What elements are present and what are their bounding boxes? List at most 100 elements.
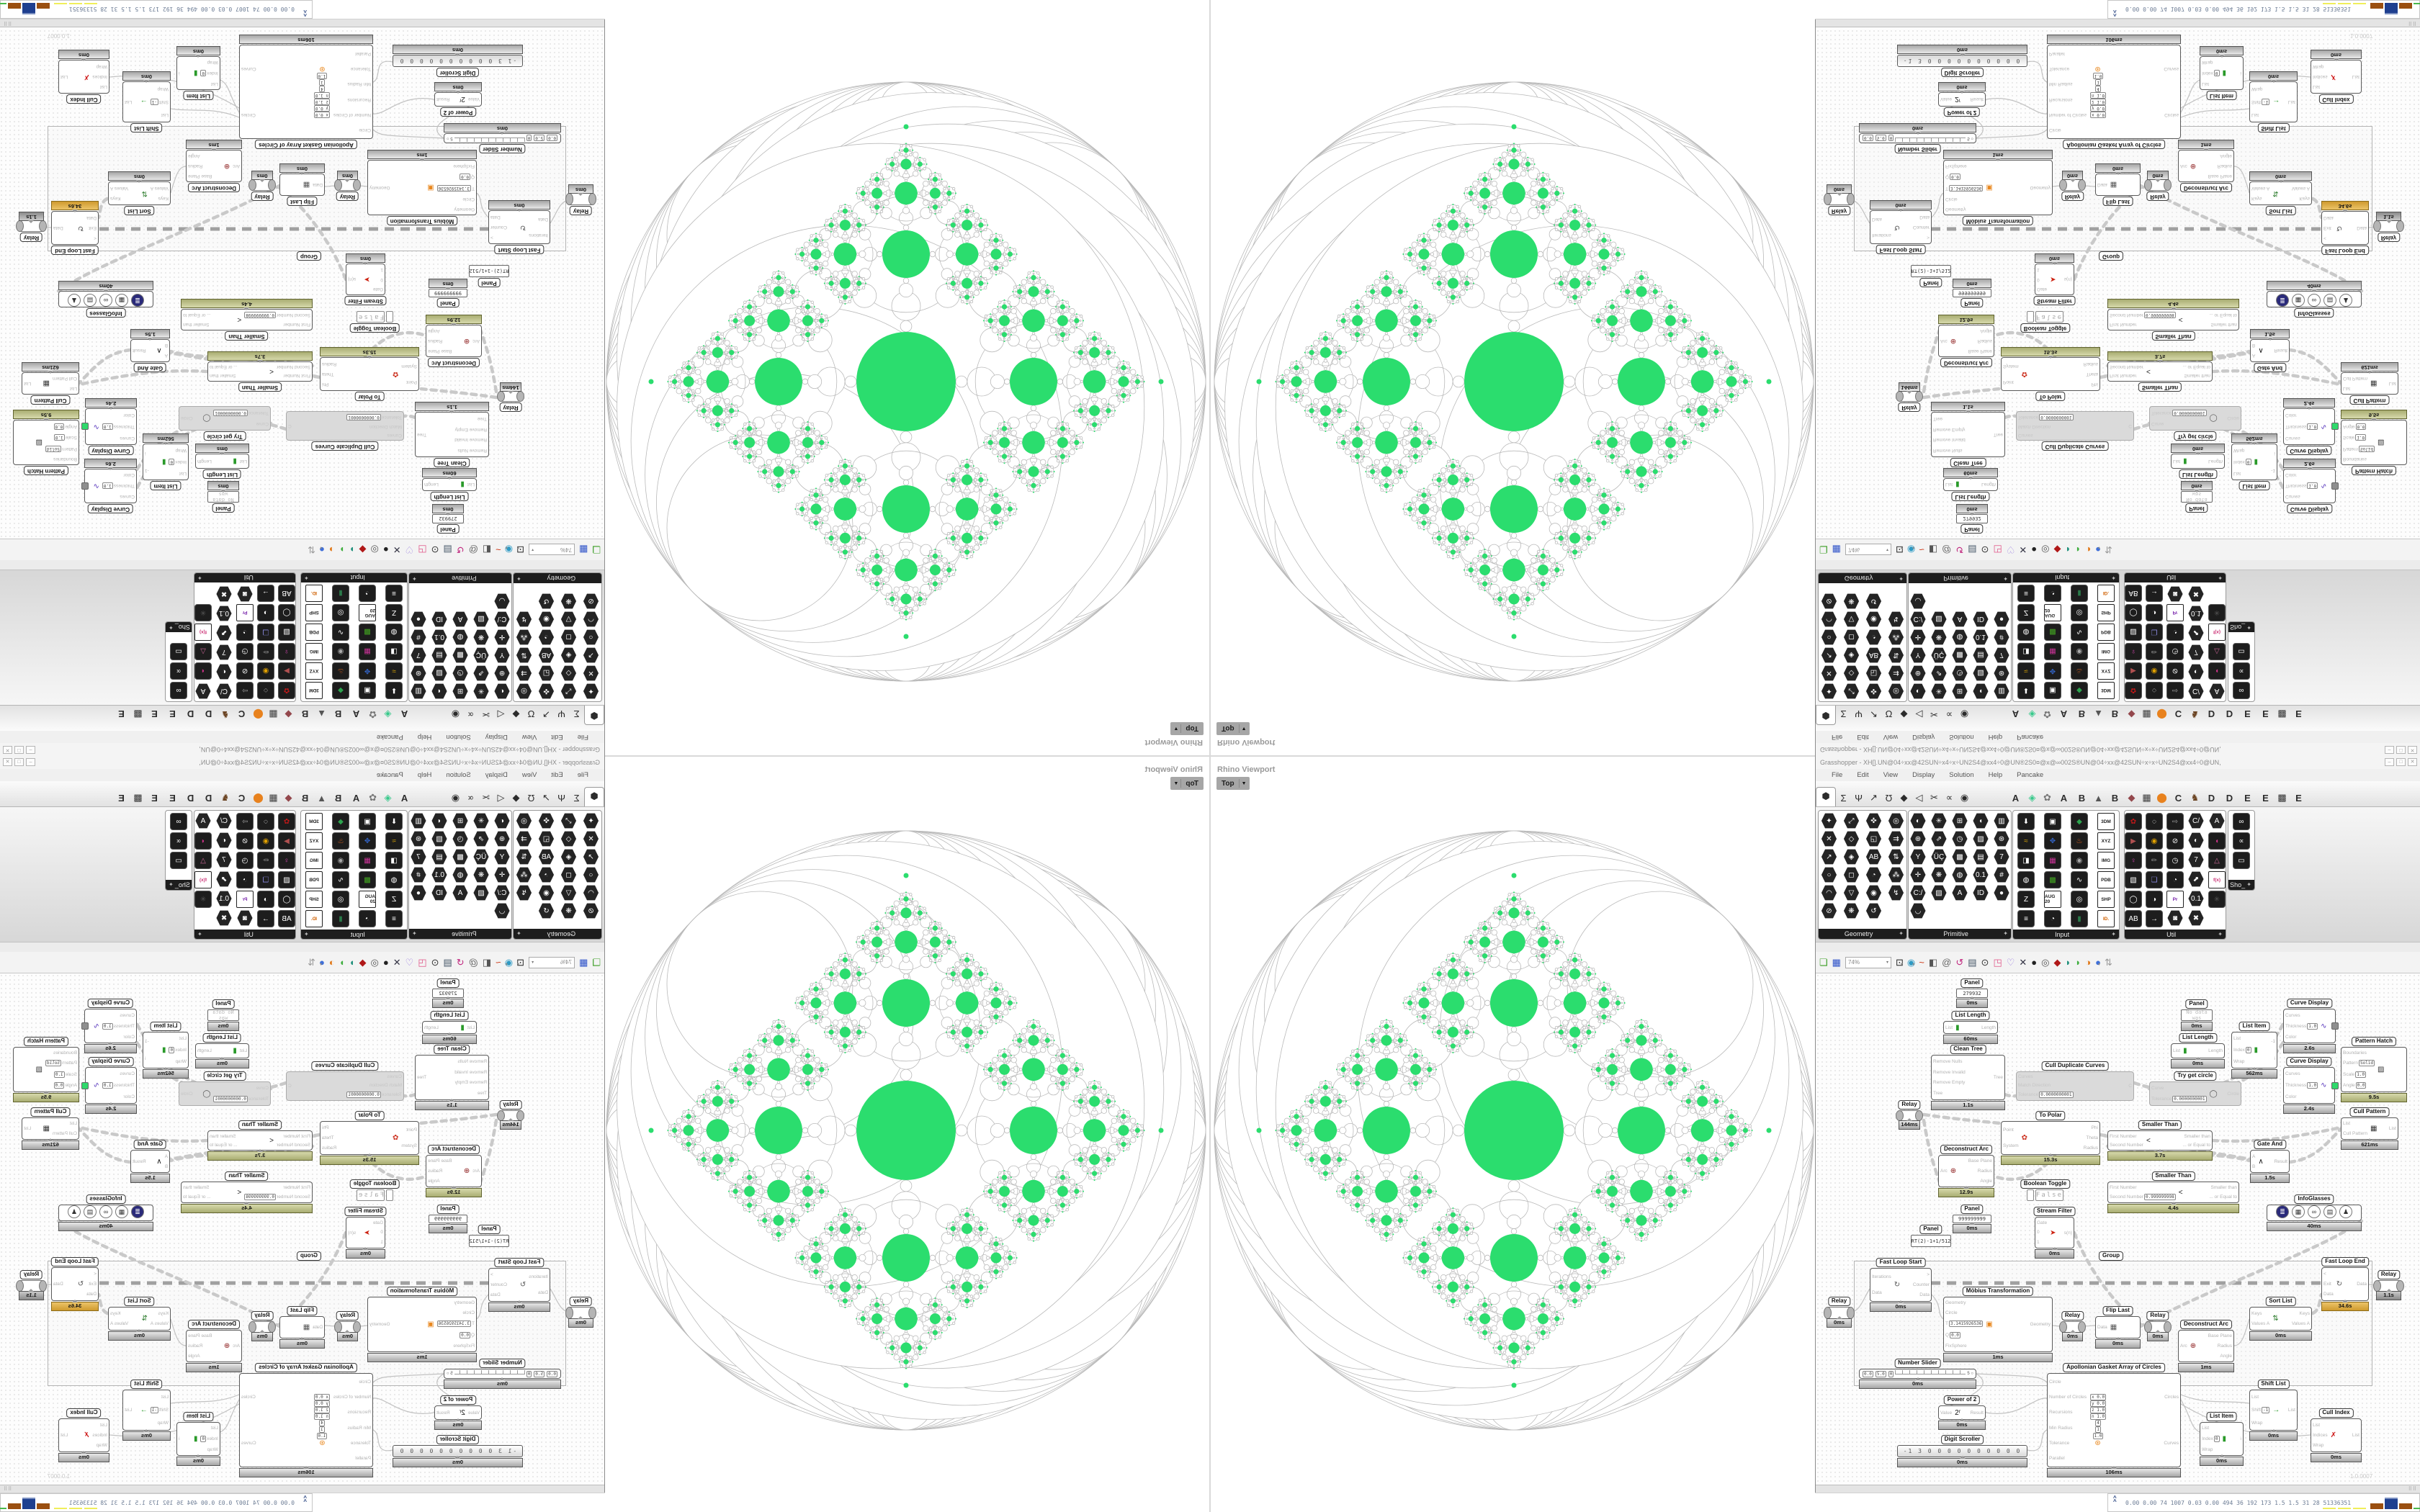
- minimize-button[interactable]: –: [2385, 758, 2394, 766]
- node-fast-loop-end[interactable]: Fast Loop End < Exit Data ↻ Data 34.6s: [2321, 1257, 2369, 1311]
- zoom-select[interactable]: 74% ▾: [1845, 956, 1891, 968]
- toggle-box[interactable]: [2027, 1189, 2034, 1201]
- node-curve-display[interactable]: Curve Display Curves Thickness 1.0 Color ∿ 2.4…: [2283, 1057, 2339, 1114]
- save-icon[interactable]: ▦: [1832, 957, 1841, 968]
- component-icon[interactable]: ⇨: [2166, 813, 2184, 830]
- node-canvas[interactable]: 1.0.0007 Group Panel 279932 0ms List Length L…: [1816, 973, 2420, 1485]
- palette-group-label[interactable]: Input ✦: [2013, 930, 2119, 939]
- node-fast-loop-start[interactable]: Fast Loop Start Iterations Data ↻ > Counter Da…: [1870, 1258, 1932, 1312]
- tab-display[interactable]: ◉: [1960, 792, 1969, 803]
- component-icon[interactable]: ÜÇ: [1931, 849, 1947, 865]
- component-icon[interactable]: ⇉: [1888, 831, 1904, 847]
- plugin-tab[interactable]: B: [2078, 793, 2086, 804]
- maximize-button[interactable]: □: [2396, 758, 2406, 766]
- plugin-tab[interactable]: B: [2111, 793, 2119, 804]
- component-icon[interactable]: ID.: [2097, 910, 2115, 927]
- zoom-extents-icon[interactable]: ⊡▾: [1895, 957, 1904, 968]
- component-icon[interactable]: ◎: [2071, 891, 2088, 908]
- node-boolean-toggle[interactable]: Boolean Toggle False: [2020, 1179, 2071, 1201]
- menu-item-display[interactable]: Display: [1912, 771, 1935, 779]
- node-deconstruct-arc[interactable]: Deconstruct Arc Arc ⊕ Base Plane Radius Angle…: [2178, 1320, 2234, 1372]
- component-icon[interactable]: AB: [2125, 910, 2142, 927]
- component-icon[interactable]: ↯: [1888, 885, 1904, 901]
- node-flip-last[interactable]: Flip Last Data ▦ 0ms: [2095, 1306, 2141, 1349]
- tab-maths[interactable]: Σ: [1840, 793, 1847, 804]
- component-icon[interactable]: ↺: [1865, 903, 1882, 919]
- component-icon[interactable]: IMG: [2097, 852, 2115, 869]
- component-icon[interactable]: ◇: [1843, 831, 1860, 847]
- gha-assembly-icon[interactable]: ↺: [1955, 957, 1964, 968]
- boolean-toggle[interactable]: False: [2027, 1189, 2063, 1201]
- component-icon[interactable]: Z: [2017, 891, 2035, 908]
- component-icon[interactable]: 3DM: [2097, 813, 2115, 830]
- wire-display-icon[interactable]: ~: [1919, 957, 1924, 968]
- component-icon[interactable]: ▦: [2044, 852, 2061, 869]
- component-icon[interactable]: ✛: [1910, 867, 1926, 883]
- menu-item-help[interactable]: Help: [1988, 771, 2003, 779]
- plugin-tab[interactable]: D: [2226, 793, 2233, 804]
- component-icon[interactable]: ◻: [1843, 867, 1860, 883]
- component-icon[interactable]: ◈: [1843, 849, 1860, 865]
- component-icon[interactable]: ≈: [2017, 832, 2035, 850]
- node-shift-list[interactable]: Shift List List Shift -1 Wrap → List 0ms: [2249, 1380, 2298, 1441]
- component-icon[interactable]: C/: [2188, 813, 2204, 829]
- title-bar[interactable]: Grasshopper - XH[].UN@04÷xx@42SUN÷x4÷x÷U…: [1816, 756, 2420, 770]
- component-icon[interactable]: ◡: [1910, 903, 1926, 919]
- plugin-tab[interactable]: D: [2208, 793, 2215, 804]
- component-icon[interactable]: ▩: [1952, 849, 1968, 865]
- component-icon[interactable]: ⁂: [1888, 867, 1904, 883]
- component-icon[interactable]: →: [2146, 910, 2163, 927]
- viewport-camera-dropdown[interactable]: Top ▼: [1216, 777, 1250, 790]
- component-icon[interactable]: ▶: [2125, 832, 2142, 850]
- document-icon[interactable]: ▤: [1968, 957, 1977, 968]
- node-pattern-hatch[interactable]: Pattern Hatch Boundaries Pattern Solid Scale…: [2341, 1037, 2407, 1102]
- component-icon[interactable]: ❋: [1931, 867, 1947, 883]
- open-file-icon[interactable]: ❏: [1819, 957, 1828, 968]
- preview-icon[interactable]: ◉▾: [1906, 957, 1916, 968]
- node-relay[interactable]: Relay 0ms: [2144, 1311, 2172, 1341]
- sphere-blue-icon[interactable]: ●▾: [2095, 957, 2101, 968]
- component-icon[interactable]: C:/: [1910, 885, 1926, 901]
- component-icon[interactable]: ◔: [2166, 871, 2184, 888]
- close-button[interactable]: ✕: [2408, 758, 2417, 766]
- component-icon[interactable]: ♨: [2071, 832, 2088, 850]
- component-icon[interactable]: f(x): [2208, 871, 2226, 888]
- node-cull-pattern[interactable]: Cull Pattern List Cull Pattern ▦ List 621ms: [2341, 1107, 2398, 1150]
- component-icon[interactable]: ∝: [2233, 832, 2250, 850]
- tab-params[interactable]: ⬢: [1816, 787, 1836, 806]
- component-icon[interactable]: ◱: [1865, 831, 1882, 847]
- component-icon[interactable]: ⊕: [1910, 831, 1926, 847]
- exposure-icon[interactable]: ◧: [1928, 957, 1938, 968]
- plugin-tab[interactable]: ▦: [2142, 792, 2151, 803]
- component-icon[interactable]: ◔: [2044, 910, 2061, 927]
- component-icon[interactable]: ◷: [2166, 852, 2184, 869]
- plugin-tab[interactable]: E: [2244, 793, 2251, 804]
- component-icon[interactable]: ▧: [2125, 871, 2142, 888]
- tab-sets[interactable]: Ψ: [1855, 793, 1863, 804]
- rings-icon[interactable]: ◎: [2041, 957, 2050, 968]
- component-icon[interactable]: ◌: [2146, 813, 2163, 830]
- find-icon[interactable]: ⊙: [1981, 957, 1989, 968]
- node-cull-index[interactable]: Cull Index List Indices Wrap ✗ List 0ms: [2311, 1408, 2362, 1462]
- gem-icon[interactable]: ◆: [2053, 957, 2061, 968]
- palette-group-label[interactable]: Primitive ✦: [1909, 929, 2011, 939]
- node-cull-duplicate-curves[interactable]: Cull Duplicate Curves Curves Match Directi…: [2016, 1061, 2134, 1101]
- sphere-dark-icon[interactable]: ●: [2031, 957, 2038, 968]
- component-icon[interactable]: SHP: [2097, 891, 2115, 908]
- component-icon[interactable]: ⊛: [1994, 831, 2009, 847]
- half-sphere-icon[interactable]: ◑: [2085, 957, 2092, 968]
- node-panel[interactable]: Panel(SQRT(2)-1+1/512)*1: [1911, 1225, 1951, 1247]
- plugin-tab[interactable]: ✿: [2043, 792, 2051, 803]
- plugin-tab[interactable]: A: [2060, 793, 2068, 804]
- plugin-tab[interactable]: ◈: [2028, 792, 2036, 803]
- cluster-icon[interactable]: ◳: [1993, 957, 2002, 968]
- component-icon[interactable]: ⇅: [1888, 849, 1904, 865]
- node-gate-and[interactable]: Gate And A B ∧ Result 1.5s: [2250, 1140, 2290, 1183]
- node-to-polar[interactable]: To Polar Point System ✿ Phi Theta Radius 15.3s: [2001, 1111, 2100, 1165]
- dna-icon[interactable]: ✕: [2019, 957, 2027, 968]
- component-icon[interactable]: ◍: [2017, 871, 2035, 888]
- component-icon[interactable]: ⊞: [1952, 813, 1968, 829]
- color-swatch[interactable]: [2329, 1009, 2340, 1043]
- component-icon[interactable]: ▤: [1973, 849, 1989, 865]
- component-icon[interactable]: ◷: [1952, 831, 1968, 847]
